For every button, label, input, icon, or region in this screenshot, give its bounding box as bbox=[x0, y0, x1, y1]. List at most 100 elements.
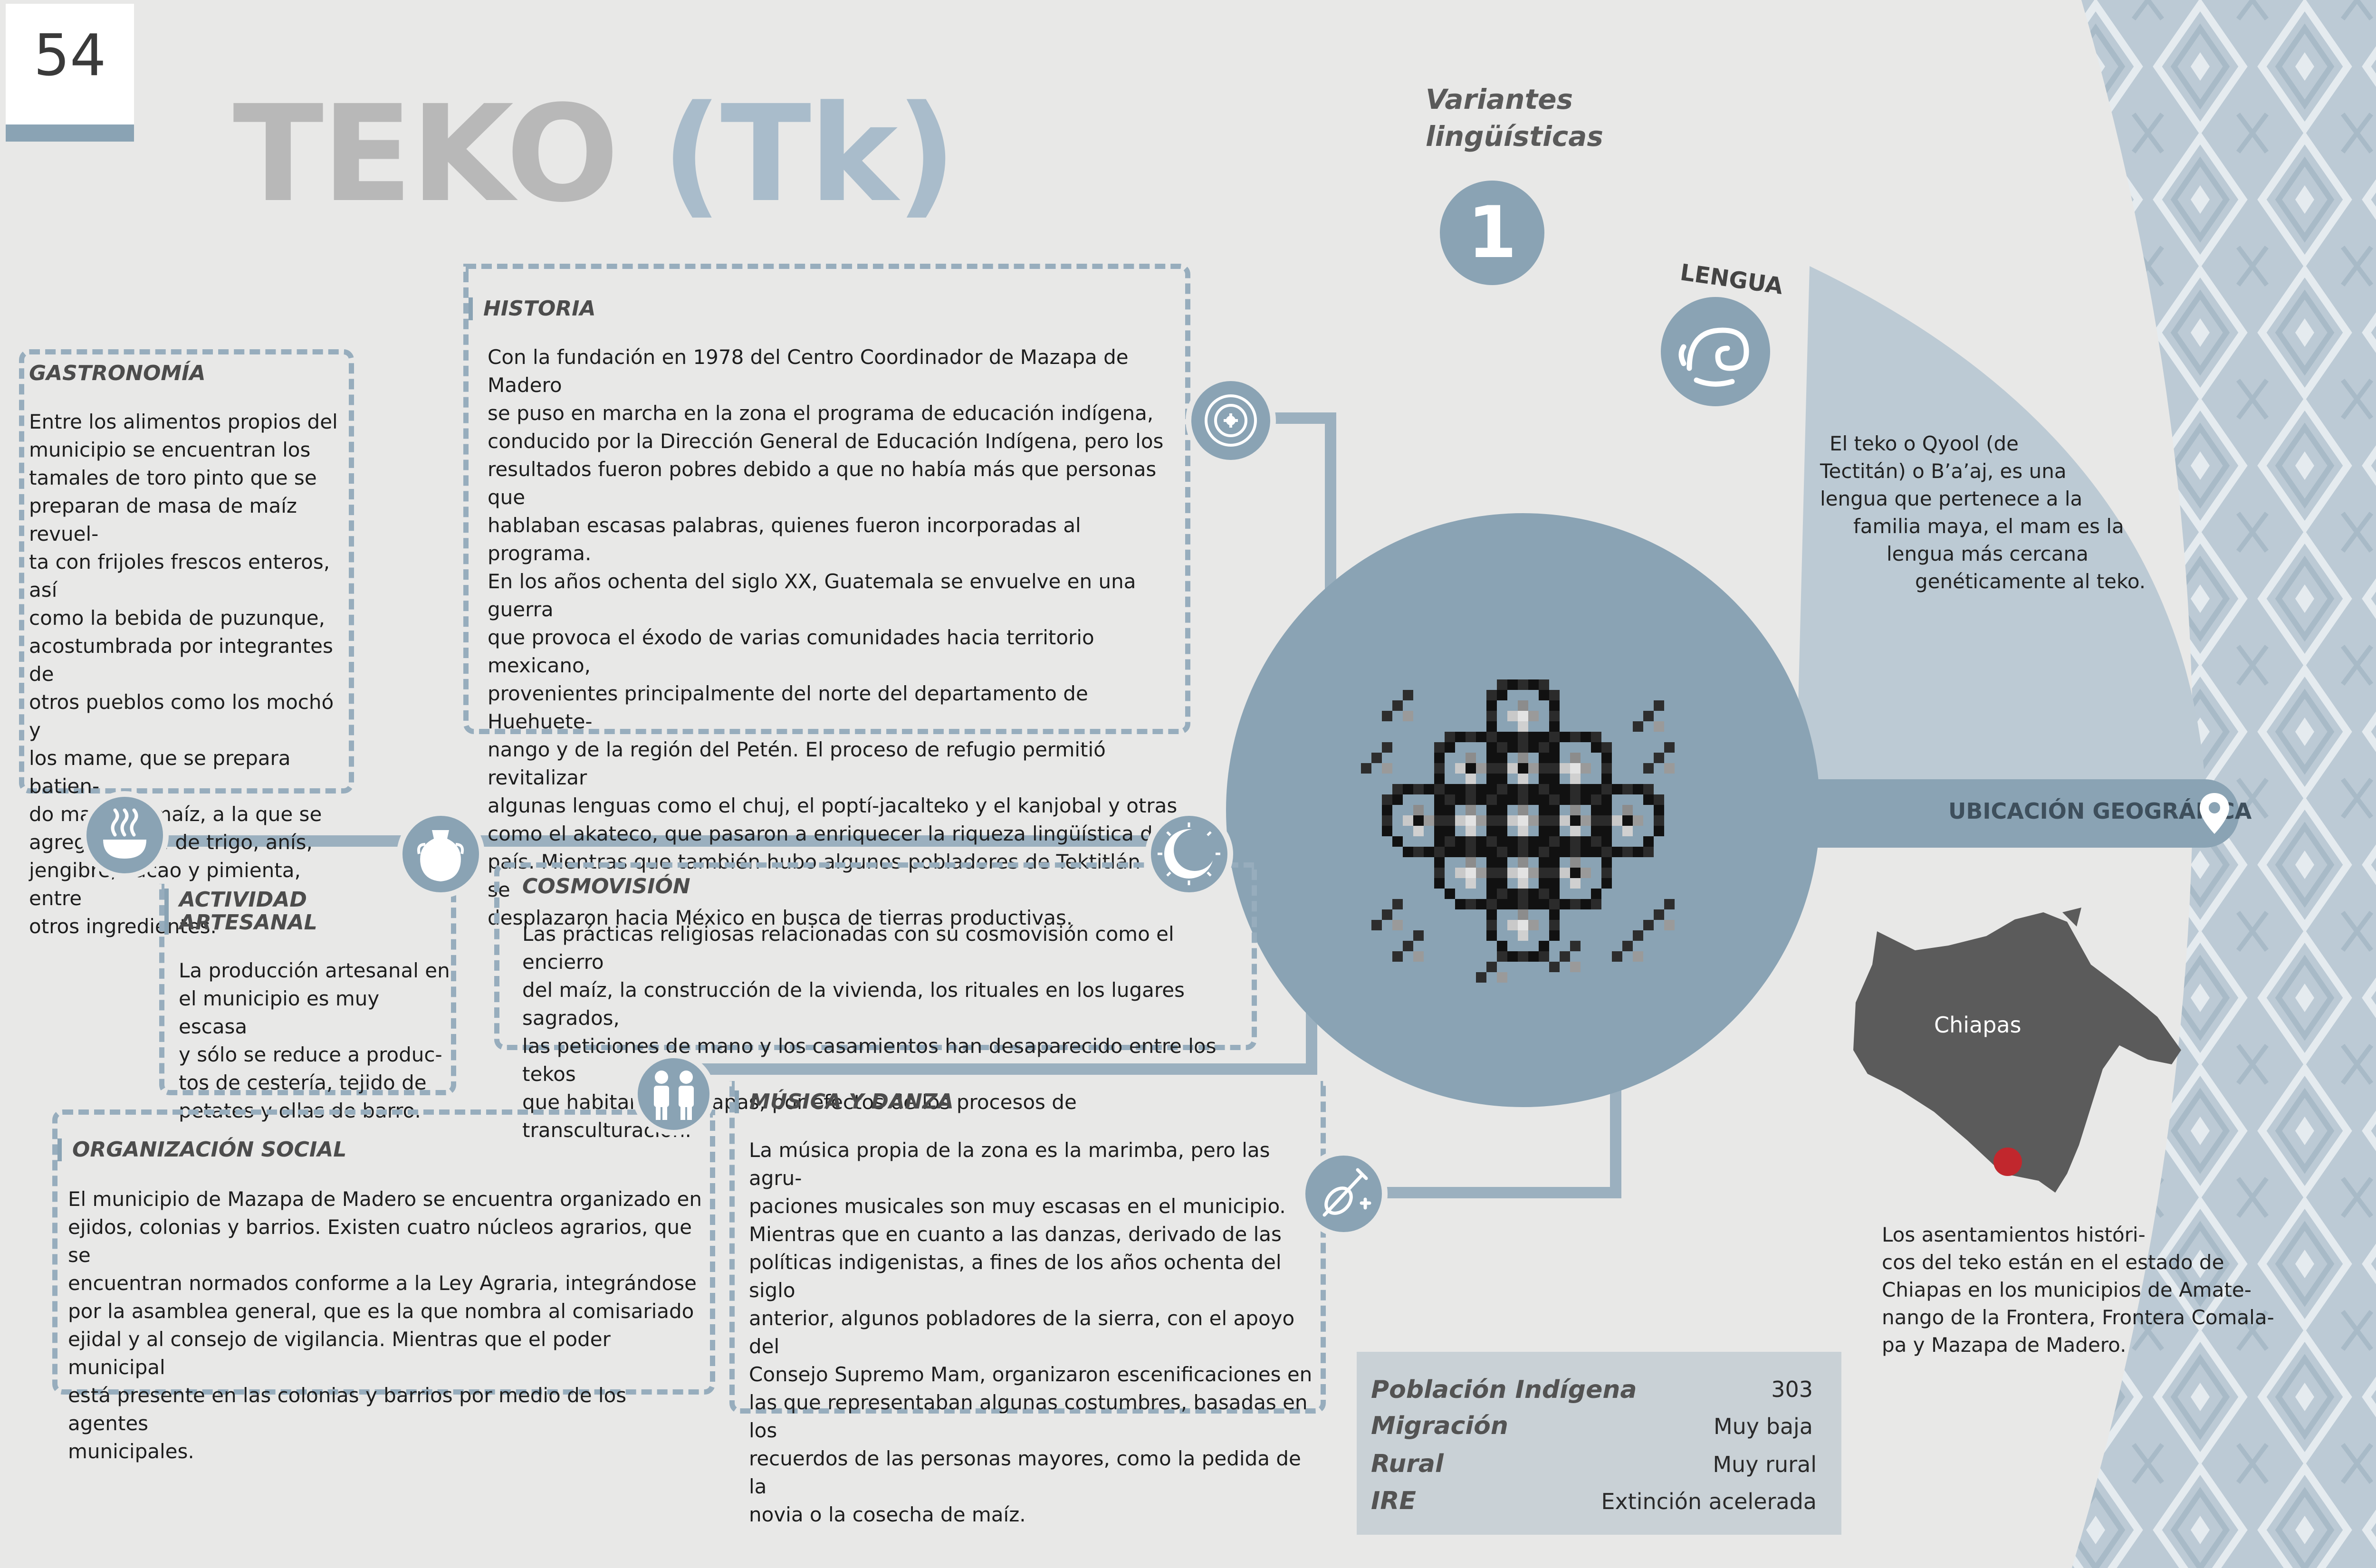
historia-line: desplazaron hacia México en busca de tie… bbox=[488, 906, 1073, 930]
artesanal-box: ACTIVIDAD ARTESANAL La producción artesa… bbox=[159, 884, 456, 1122]
artesanal-line: el municipio es muy escasa bbox=[179, 986, 380, 1038]
sun-moon-icon bbox=[1158, 822, 1220, 885]
historia-line: Con la fundación en 1978 del Centro Coor… bbox=[488, 345, 1129, 397]
historia-line: conducido por la Dirección General de Ed… bbox=[488, 430, 1164, 453]
gastronomia-title: GASTRONOMÍA bbox=[29, 361, 206, 385]
ubicacion-text: Los asentamientos históri- cos del teko … bbox=[1882, 1221, 2309, 1359]
gastronomia-line: Entre los alimentos propios del bbox=[29, 410, 338, 434]
variants-count-badge: 1 bbox=[1440, 181, 1544, 285]
cosmovision-title: COSMOVISIÓN bbox=[522, 874, 690, 899]
variants-label-line1: Variantes bbox=[1426, 83, 1573, 115]
cosmovision-line: del maíz, la construcción de la vivienda… bbox=[522, 978, 1185, 1030]
musica-title: MÚSICA Y DANZA bbox=[735, 1090, 1321, 1114]
artesanal-line: tos de cestería, tejido de bbox=[179, 1071, 427, 1094]
musica-box: MÚSICA Y DANZA La música propia de la zo… bbox=[729, 1081, 1326, 1526]
language-name: TEKO bbox=[233, 77, 619, 232]
gastronomia-line: los mame, que se prepara batien- bbox=[29, 746, 291, 798]
stat-value-rural: Muy rural bbox=[1713, 1452, 1817, 1477]
gastronomia-text: Entre los alimentos propios del municipi… bbox=[24, 385, 349, 940]
lengua-line: familia maya, el mam es la bbox=[1853, 515, 2124, 538]
woven-diamond-motif bbox=[1361, 679, 1675, 983]
map-label: Chiapas bbox=[1934, 1012, 2022, 1038]
variants-label: Variantes lingüísticas bbox=[1426, 81, 1603, 155]
cosmovision-box: COSMOVISIÓN Las prácticas religiosas rel… bbox=[494, 862, 1257, 1142]
musica-line: las que representaban algunas costumbres… bbox=[749, 1391, 1308, 1443]
historia-badge bbox=[1186, 375, 1276, 466]
gastronomia-line: tamales de toro pinto que se bbox=[29, 466, 317, 490]
gastronomia-line: jengibre, cacao y pimienta, entre bbox=[29, 859, 301, 910]
musica-line: novia o la cosecha de maíz. bbox=[749, 1503, 1026, 1527]
lengua-line: lengua más cercana bbox=[1887, 542, 2089, 565]
historia-text: Con la fundación en 1978 del Centro Coor… bbox=[469, 320, 1185, 932]
musica-line: políticas indigenistas, a fines de los a… bbox=[749, 1251, 1282, 1302]
artesanal-line: y sólo se reduce a produc- bbox=[179, 1042, 442, 1066]
cosmovision-line: las peticiones de mano y los casamientos… bbox=[522, 1034, 1217, 1086]
lengua-line: Tectitán) o B’a’aj, es una bbox=[1820, 459, 2067, 483]
page-number-tab: 54 bbox=[6, 4, 134, 142]
stat-label-rural: Rural bbox=[1371, 1450, 1444, 1478]
page-title: TEKO (Tk) bbox=[233, 88, 957, 221]
steam-bowl-icon bbox=[103, 808, 146, 859]
gastronomia-line: acostumbrada por integrantes de bbox=[29, 634, 333, 686]
variants-label-line2: lingüísticas bbox=[1426, 120, 1603, 153]
gastronomia-line: municipio se encuentran los bbox=[29, 438, 311, 462]
historia-line: hablaban escasas palabras, quienes fuero… bbox=[488, 514, 1081, 565]
organizacion-line: El municipio de Mazapa de Madero se encu… bbox=[68, 1187, 702, 1211]
gastronomia-line: como la bebida de puzunque, bbox=[29, 606, 325, 630]
ubicacion-line: Los asentamientos históri- bbox=[1882, 1223, 2146, 1246]
musica-line: anterior, algunos pobladores de la sierr… bbox=[749, 1307, 1295, 1358]
historia-title: HISTORIA bbox=[469, 297, 1185, 321]
historia-line: nango y de la región del Petén. El proce… bbox=[488, 738, 1106, 790]
language-code: (Tk) bbox=[661, 77, 957, 232]
stat-label-poblacion: Población Indígena bbox=[1371, 1376, 1637, 1404]
gastronomia-line: otros ingredientes. bbox=[29, 915, 217, 938]
historia-line: En los años ochenta del siglo XX, Guatem… bbox=[488, 570, 1136, 621]
page-number-underline bbox=[6, 124, 134, 142]
organizacion-title: ORGANIZACIÓN SOCIAL bbox=[57, 1138, 710, 1162]
musica-badge bbox=[1300, 1150, 1388, 1238]
musica-line: paciones musicales son muy escasas en el… bbox=[749, 1195, 1286, 1218]
people-icon bbox=[654, 1071, 694, 1120]
gastronomia-line: otros pueblos como los mochó y bbox=[29, 690, 334, 742]
organizacion-box: ORGANIZACIÓN SOCIAL El municipio de Maza… bbox=[52, 1109, 715, 1463]
organizacion-line: ejidos, colonias y barrios. Existen cuat… bbox=[68, 1215, 692, 1267]
lengua-line: genéticamente al teko. bbox=[1915, 570, 2146, 593]
gastronomia-line: preparan de masa de maíz revuel- bbox=[29, 494, 297, 546]
lengua-line: El teko o Qyool (de bbox=[1830, 432, 2019, 455]
musica-line: Consejo Supremo Mam, organizaron escenif… bbox=[749, 1363, 1313, 1386]
cosmovision-text: Las prácticas religiosas relacionadas co… bbox=[499, 898, 1252, 1144]
artesanal-line: La producción artesanal en bbox=[179, 958, 450, 982]
organizacion-line: municipales. bbox=[68, 1440, 194, 1463]
cosmovision-line: Las prácticas religiosas relacionadas co… bbox=[522, 922, 1174, 974]
clay-pot-icon bbox=[417, 830, 464, 881]
gastronomia-line: ta con frijoles frescos enteros, así bbox=[29, 550, 330, 602]
cosmovision-badge bbox=[1145, 810, 1233, 898]
artesanal-title: ACTIVIDAD ARTESANAL bbox=[164, 888, 451, 935]
historia-line: como el akateco, que pasaron a enriquece… bbox=[488, 822, 1171, 846]
chiapas-map bbox=[1853, 908, 2181, 1193]
organizacion-line: ejidal y al consejo de vigilancia. Mient… bbox=[68, 1328, 611, 1379]
location-pin-icon bbox=[2200, 793, 2229, 834]
gastronomia-line: agrega harina de trigo, anís, bbox=[29, 831, 313, 854]
stat-label-ire: IRE bbox=[1371, 1487, 1416, 1515]
violin-icon bbox=[1322, 1168, 1371, 1217]
musica-line: recuerdos de las personas mayores, como … bbox=[749, 1447, 1301, 1499]
historia-line: que provoca el éxodo de varias comunidad… bbox=[488, 626, 1094, 678]
page-number: 54 bbox=[33, 23, 106, 89]
central-medallion bbox=[1226, 513, 1820, 1107]
stat-value-migracion: Muy baja bbox=[1713, 1414, 1813, 1439]
gastronomia-line: do masa de maíz, a la que se bbox=[29, 803, 322, 826]
ubicacion-line: nango de la Frontera, Frontera Comala- bbox=[1882, 1306, 2274, 1329]
glyph-icon bbox=[1205, 394, 1257, 447]
historia-line: se puso en marcha en la zona el programa… bbox=[488, 402, 1154, 425]
lengua-badge bbox=[1661, 297, 1770, 406]
gastronomia-badge bbox=[81, 791, 169, 879]
stat-value-poblacion: 303 bbox=[1771, 1377, 1813, 1402]
musica-text: La música propia de la zona es la marimb… bbox=[735, 1113, 1321, 1529]
stats-panel: Población Indígena 303 Migración Muy baj… bbox=[1357, 1352, 1841, 1535]
ubicacion-line: cos del teko están en el estado de bbox=[1882, 1251, 2224, 1274]
musica-line: La música propia de la zona es la marimb… bbox=[749, 1138, 1270, 1190]
lengua-text: El teko o Qyool (de Tectitán) o B’a’aj, … bbox=[1787, 430, 2148, 595]
stat-label-migracion: Migración bbox=[1371, 1412, 1508, 1440]
